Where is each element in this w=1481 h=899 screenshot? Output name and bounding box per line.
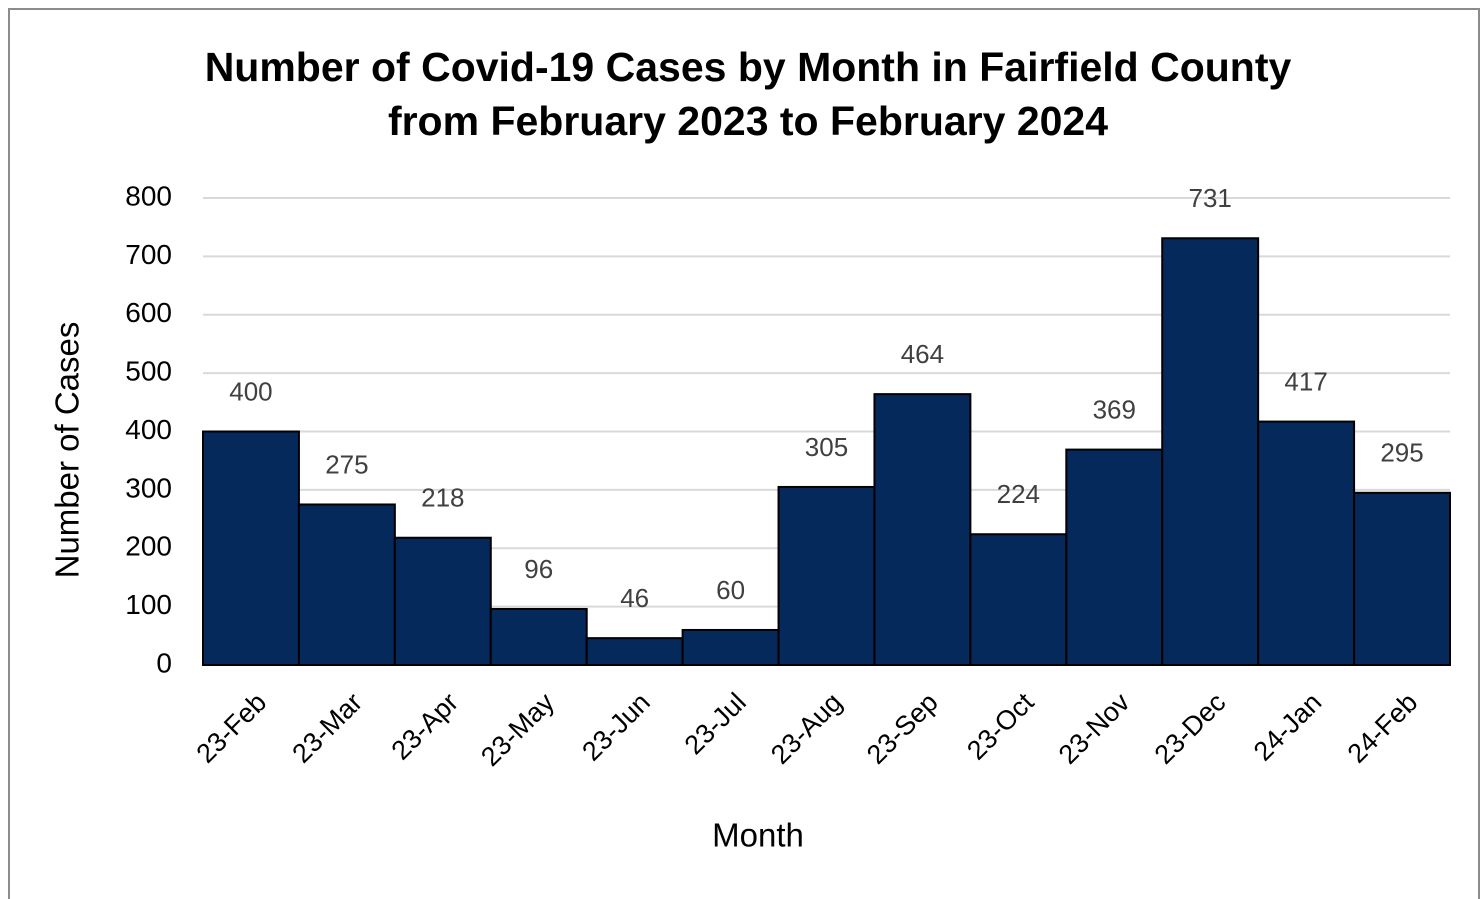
y-tick-label: 0: [156, 647, 172, 678]
bar: [1353, 491, 1451, 667]
data-label: 417: [1284, 366, 1327, 396]
y-tick-label: 100: [125, 589, 172, 620]
data-label: 731: [1188, 183, 1231, 213]
bar: [489, 607, 588, 667]
y-tick-label: 800: [125, 180, 172, 211]
y-tick-label: 400: [125, 414, 172, 445]
bar: [1065, 448, 1164, 666]
x-axis-label: Month: [712, 817, 804, 854]
x-tick-label: 23-Apr: [386, 687, 465, 766]
bar: [969, 533, 1068, 666]
data-label: 60: [716, 575, 745, 605]
x-tick-label: 23-Oct: [961, 687, 1040, 766]
x-tick-label: 23-Dec: [1149, 687, 1232, 770]
chart-border: [8, 8, 1480, 899]
x-tick-label: 24-Feb: [1342, 687, 1424, 769]
x-tick-label: 23-May: [475, 687, 560, 772]
data-label: 369: [1093, 394, 1136, 424]
bar: [585, 637, 684, 667]
x-tick-label: 23-Aug: [765, 687, 848, 770]
x-tick-label: 24-Jan: [1248, 687, 1328, 767]
bar: [297, 503, 396, 666]
bar: [681, 628, 780, 666]
data-label: 275: [325, 449, 368, 479]
bar: [1161, 237, 1260, 666]
chart-title: Number of Covid-19 Cases by Month in Fai…: [204, 44, 1292, 144]
y-tick-label: 300: [125, 472, 172, 503]
data-label: 295: [1380, 438, 1423, 468]
x-tick-label: 23-Jun: [576, 687, 656, 767]
data-label: 464: [901, 339, 944, 369]
x-tick-label: 23-Mar: [286, 687, 368, 769]
bar: [393, 536, 492, 666]
bar: [1257, 420, 1356, 667]
x-tick-label: 23-Sep: [861, 687, 944, 770]
x-tick-label: 23-Feb: [191, 687, 273, 769]
y-axis-label: Number of Cases: [49, 322, 86, 579]
data-label: 305: [805, 432, 848, 462]
y-tick-label: 200: [125, 531, 172, 562]
x-tick-label: 23-Jul: [679, 687, 752, 760]
x-tick-label: 23-Nov: [1053, 687, 1136, 770]
y-tick-label: 700: [125, 239, 172, 270]
data-label: 96: [524, 554, 553, 584]
bar: [777, 485, 876, 666]
data-label: 400: [229, 376, 272, 406]
data-label: 46: [620, 583, 649, 613]
data-label: 218: [421, 483, 464, 513]
y-tick-label: 500: [125, 356, 172, 387]
y-tick-label: 600: [125, 297, 172, 328]
bar: [202, 430, 300, 666]
bar: [873, 393, 972, 666]
data-label: 224: [997, 479, 1040, 509]
